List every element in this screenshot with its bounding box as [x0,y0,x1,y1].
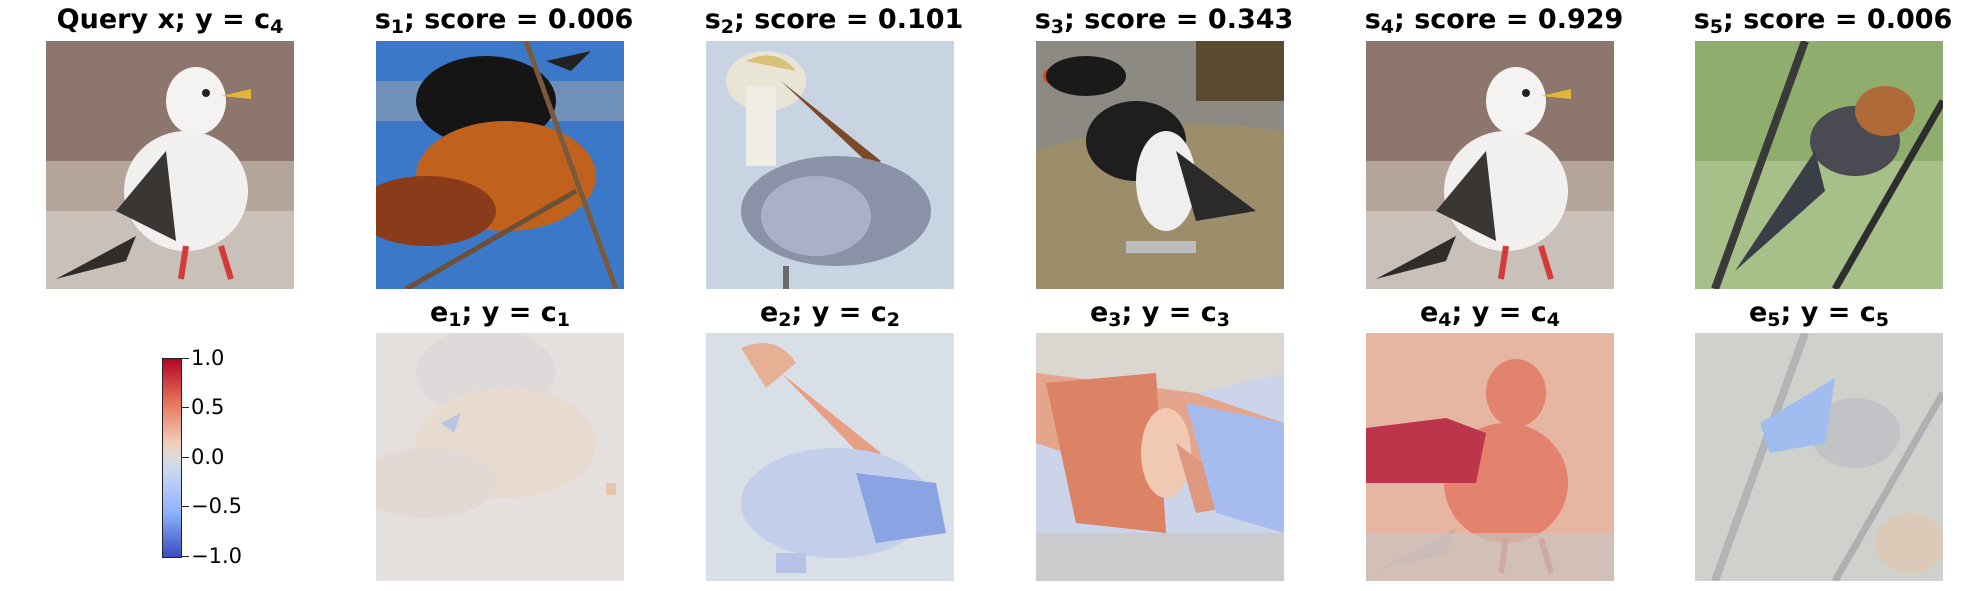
colorbar-tick [181,358,189,359]
score-value: 0.006 [547,4,634,35]
pelican-illustration [706,41,954,289]
robin-illustration [376,41,624,289]
score-value: 0.929 [1537,4,1624,35]
sample-image-2 [706,41,954,289]
swallow-illustration [1695,41,1943,289]
explanation-title-3: e3; y = c3 [1089,297,1231,331]
query-image [46,41,294,289]
colorbar-tick-label: −0.5 [191,494,242,518]
sample-title-4: s4; score = 0.929 [1364,4,1624,38]
sample-image-1 [376,41,624,289]
query-title: Query x; y = c4 [56,4,284,38]
explanation-heatmap-1 [376,333,624,581]
auklet-illustration [1036,41,1284,289]
score-value: 0.343 [1207,4,1294,35]
score-value: 0.006 [1866,4,1953,35]
colorbar-tick-label: 1.0 [191,346,225,370]
colorbar-tick [181,407,189,408]
explanation-heatmap-5 [1695,333,1943,581]
explanation-title-5: e5; y = c5 [1748,297,1890,331]
seagull-illustration [46,41,294,289]
explanation-title-2: e2; y = c2 [759,297,901,331]
explanation-title-1: e1; y = c1 [429,297,571,331]
explanation-title-4: e4; y = c4 [1419,297,1561,331]
colorbar-tick-label: 0.0 [191,445,225,469]
colorbar-tick-label: 0.5 [191,395,225,419]
sample-image-3 [1036,41,1284,289]
sample-title-5: s5; score = 0.006 [1693,4,1953,38]
explanation-heatmap-3 [1036,333,1284,581]
explanation-heatmap-4 [1366,333,1614,581]
sample-image-4 [1366,41,1614,289]
seagull-illustration [1366,41,1614,289]
colorbar-tick [181,506,189,507]
query-name: Query x [56,4,175,35]
sample-image-5 [1695,41,1943,289]
sample-title-3: s3; score = 0.343 [1034,4,1294,38]
colorbar [162,358,182,558]
score-value: 0.101 [877,4,964,35]
colorbar-tick [181,556,189,557]
sample-title-1: s1; score = 0.006 [374,4,634,38]
sample-title-2: s2; score = 0.101 [704,4,964,38]
colorbar-tick-label: −1.0 [191,544,242,568]
explanation-heatmap-2 [706,333,954,581]
colorbar-tick [181,457,189,458]
